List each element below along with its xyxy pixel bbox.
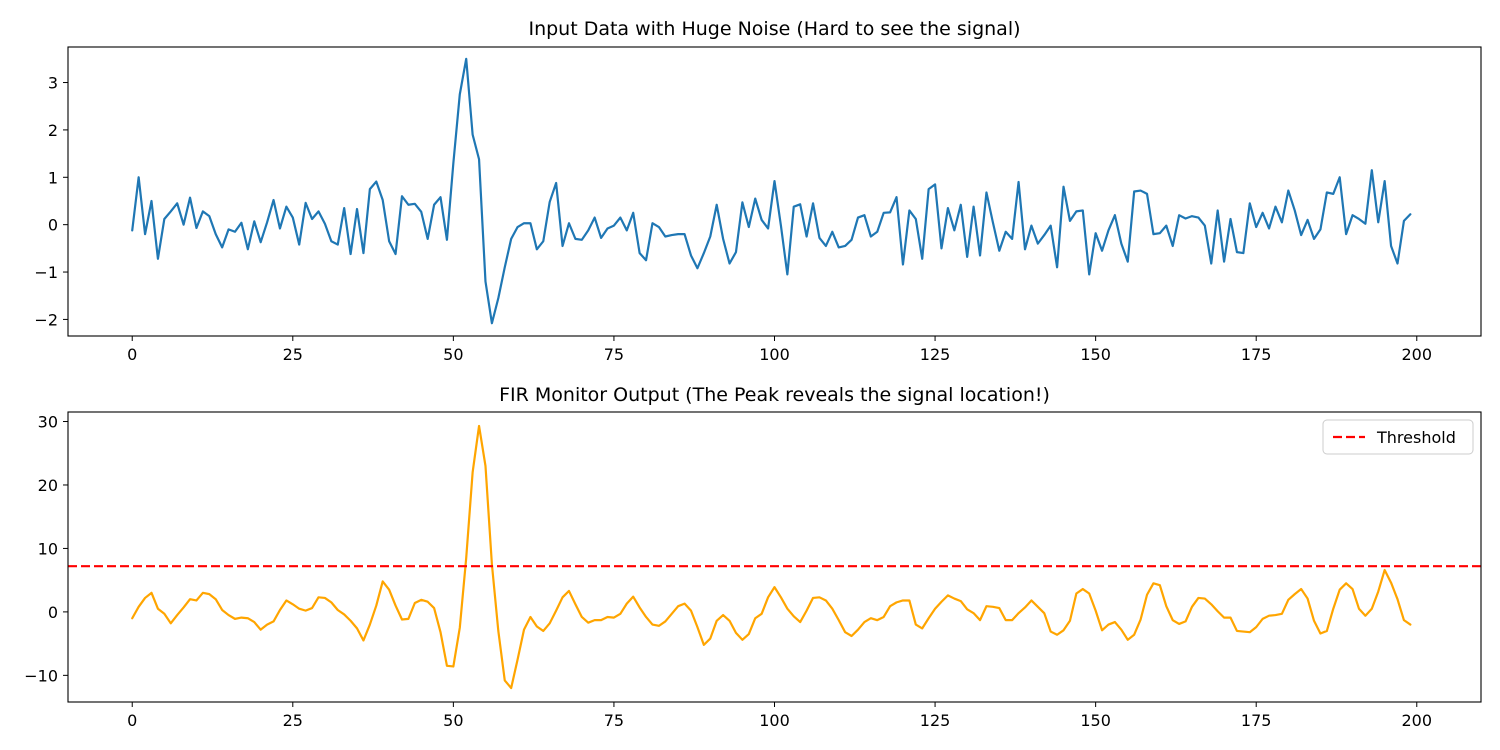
x-tick-label: 75 bbox=[604, 345, 624, 364]
series-line-1 bbox=[131, 57, 1412, 325]
x-tick-label: 0 bbox=[127, 345, 137, 364]
y-tick-label: 2 bbox=[48, 121, 58, 140]
y-tick-label: 1 bbox=[48, 168, 58, 187]
x-tick-label: 25 bbox=[283, 711, 303, 730]
chart-title: Input Data with Huge Noise (Hard to see … bbox=[528, 18, 1020, 40]
y-tick-label: −2 bbox=[34, 310, 58, 329]
x-tick-label: 75 bbox=[604, 711, 624, 730]
y-tick-label: −10 bbox=[24, 666, 58, 685]
axes-frame bbox=[67, 411, 1482, 703]
x-tick-label: 25 bbox=[283, 345, 303, 364]
y-tick-label: 3 bbox=[48, 74, 58, 93]
x-tick-label: 150 bbox=[1080, 345, 1111, 364]
x-tick-label: 125 bbox=[920, 711, 951, 730]
y-tick-label: −1 bbox=[34, 263, 58, 282]
legend-label: Threshold bbox=[1376, 428, 1456, 447]
axes-frame bbox=[67, 46, 1482, 337]
x-tick-label: 175 bbox=[1241, 711, 1272, 730]
legend-box bbox=[1322, 419, 1474, 455]
y-tick-label: 0 bbox=[48, 216, 58, 235]
x-tick-label: 50 bbox=[443, 345, 463, 364]
x-tick-label: 200 bbox=[1401, 711, 1432, 730]
x-tick-label: 100 bbox=[759, 345, 790, 364]
chart-panel-1: Input Data with Huge Noise (Hard to see … bbox=[34, 18, 1482, 364]
y-tick-label: 10 bbox=[38, 539, 58, 558]
x-tick-label: 50 bbox=[443, 711, 463, 730]
chart-panel-2: FIR Monitor Output (The Peak reveals the… bbox=[24, 384, 1482, 730]
x-tick-label: 100 bbox=[759, 711, 790, 730]
chart-title: FIR Monitor Output (The Peak reveals the… bbox=[499, 384, 1050, 406]
x-tick-label: 175 bbox=[1241, 345, 1272, 364]
y-tick-label: 0 bbox=[48, 603, 58, 622]
series-line-1 bbox=[131, 424, 1412, 690]
x-tick-label: 125 bbox=[920, 345, 951, 364]
legend: Threshold bbox=[1322, 419, 1474, 455]
x-tick-label: 0 bbox=[127, 711, 137, 730]
y-tick-label: 20 bbox=[38, 476, 58, 495]
x-tick-label: 150 bbox=[1080, 711, 1111, 730]
x-tick-label: 200 bbox=[1401, 345, 1432, 364]
y-tick-label: 30 bbox=[38, 413, 58, 432]
